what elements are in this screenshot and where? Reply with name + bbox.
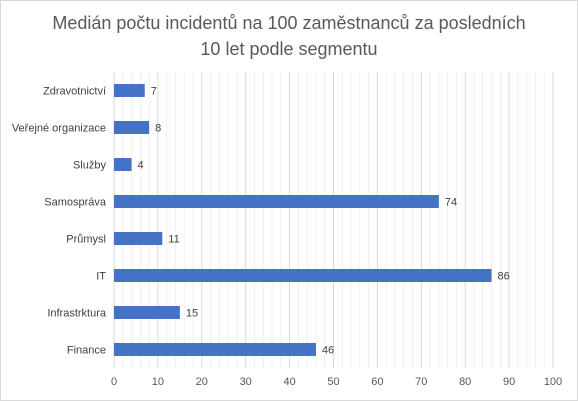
x-tick-label: 80 bbox=[459, 376, 471, 388]
bars bbox=[114, 84, 492, 356]
x-tick-label: 70 bbox=[415, 376, 427, 388]
category-label: Samospráva bbox=[44, 197, 107, 209]
data-label: 46 bbox=[322, 345, 334, 357]
data-labels: 7 8 4 74 11 86 15 46 bbox=[138, 86, 510, 357]
category-label: Infrastrktura bbox=[47, 308, 107, 320]
category-label: Finance bbox=[67, 345, 106, 357]
bar bbox=[114, 232, 163, 245]
x-tick-label: 60 bbox=[371, 376, 383, 388]
x-tick-label: 10 bbox=[152, 376, 164, 388]
category-labels: Zdravotnictví Veřejné organizace Služby Sam… bbox=[12, 86, 107, 357]
bar bbox=[114, 269, 492, 282]
x-tick-labels: 0 10 20 30 40 50 60 70 80 90 100 bbox=[111, 376, 562, 388]
data-label: 7 bbox=[151, 86, 157, 98]
data-label: 8 bbox=[155, 123, 161, 135]
bar bbox=[114, 195, 439, 208]
category-label: IT bbox=[96, 271, 106, 283]
bar bbox=[114, 306, 180, 319]
chart-title: Medián počtu incidentů na 100 zaměstnanc… bbox=[41, 10, 537, 62]
bar bbox=[114, 343, 316, 356]
category-label: Průmysl bbox=[66, 234, 106, 246]
data-label: 74 bbox=[445, 197, 457, 209]
x-tick-label: 0 bbox=[111, 376, 117, 388]
x-tick-label: 20 bbox=[196, 376, 208, 388]
x-tick-label: 40 bbox=[283, 376, 295, 388]
category-label: Služby bbox=[73, 160, 107, 172]
data-label: 86 bbox=[498, 271, 510, 283]
category-label: Veřejné organizace bbox=[12, 123, 106, 135]
data-label: 15 bbox=[186, 308, 198, 320]
data-label: 4 bbox=[138, 160, 144, 172]
x-tick-label: 50 bbox=[327, 376, 339, 388]
data-label: 11 bbox=[168, 234, 179, 246]
x-tick-label: 90 bbox=[503, 376, 515, 388]
x-tick-label: 30 bbox=[240, 376, 252, 388]
chart-title-line-2: 10 let podle segmentu bbox=[200, 39, 378, 59]
x-tick-label: 100 bbox=[544, 376, 562, 388]
gridlines bbox=[113, 72, 554, 368]
bar bbox=[114, 84, 145, 97]
bar bbox=[114, 158, 132, 171]
bar bbox=[114, 121, 150, 134]
chart-title-line-1: Medián počtu incidentů na 100 zaměstnanc… bbox=[52, 13, 526, 33]
category-label: Zdravotnictví bbox=[43, 86, 106, 98]
